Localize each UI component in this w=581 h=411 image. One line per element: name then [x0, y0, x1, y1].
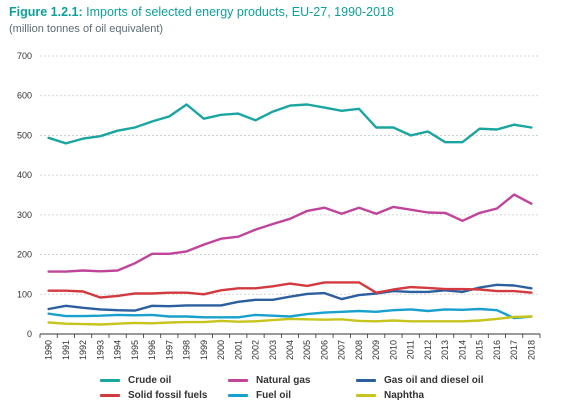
y-tick-label: 100	[17, 289, 32, 299]
x-tick-label: 2010	[388, 340, 398, 360]
chart-subtitle: (million tonnes of oil equivalent)	[9, 23, 164, 35]
figure-title: Imports of selected energy products, EU-…	[86, 5, 394, 19]
legend-label: Natural gas	[256, 375, 311, 386]
legend-label: Solid fossil fuels	[128, 390, 208, 401]
x-tick-label: 2011	[406, 340, 416, 359]
series-line-crude-oil	[47, 103, 533, 145]
x-tick-label: 2009	[371, 340, 381, 360]
legend-item: Naphtha	[356, 390, 424, 401]
x-tick-label: 2006	[319, 340, 329, 360]
x-tick-label: 1997	[164, 340, 174, 360]
x-tick-label: 1995	[130, 340, 140, 360]
legend-item: Gas oil and diesel oil	[356, 375, 483, 386]
legend-swatch	[356, 379, 376, 382]
chart-header: Figure 1.2.1: Imports of selected energy…	[9, 5, 394, 36]
x-tick-label: 1993	[95, 340, 105, 360]
x-tick-label: 2001	[233, 340, 243, 360]
legend-swatch	[228, 394, 248, 397]
y-tick-label: 0	[27, 329, 32, 339]
series-line-fuel-oil	[47, 307, 533, 320]
y-tick-label: 500	[17, 130, 32, 140]
y-tick-label: 400	[17, 170, 32, 180]
legend-swatch	[228, 379, 248, 382]
x-tick-label: 1999	[199, 340, 209, 360]
x-tick-label: 2004	[285, 340, 295, 360]
legend-item: Fuel oil	[228, 390, 291, 401]
x-tick-label: 1998	[182, 340, 192, 360]
series-line-naphtha	[47, 315, 533, 326]
series-line-solid-fossil-fuels	[47, 281, 533, 299]
legend-swatch	[356, 394, 376, 397]
legend-label: Gas oil and diesel oil	[384, 375, 484, 386]
legend-item: Natural gas	[228, 375, 310, 386]
figure-label: Figure 1.2.1:	[9, 5, 83, 19]
x-tick-label: 2003	[268, 340, 278, 360]
x-tick-label: 2002	[251, 340, 261, 360]
series-line-gas-oil-and-diesel-oil	[47, 283, 533, 312]
x-tick-label: 1991	[61, 340, 71, 360]
x-tick-label: 2007	[337, 340, 347, 360]
x-tick-label: 2005	[302, 340, 312, 360]
x-tick-label: 2000	[216, 340, 226, 360]
legend-label: Naphtha	[384, 390, 424, 401]
series-line-natural-gas	[47, 193, 533, 273]
x-tick-label: 1990	[44, 340, 54, 360]
legend-swatch	[100, 394, 120, 397]
y-tick-label: 200	[17, 250, 32, 260]
x-tick-label: 2013	[440, 340, 450, 360]
y-tick-label: 300	[17, 210, 32, 220]
x-tick-label: 2016	[492, 340, 502, 360]
legend-label: Fuel oil	[256, 390, 291, 401]
x-tick-label: 1992	[78, 340, 88, 360]
x-tick-label: 1994	[113, 340, 123, 360]
x-tick-label: 2008	[354, 340, 364, 360]
y-tick-label: 700	[17, 51, 32, 61]
line-chart: 0 100 200 300 400 500 600 700 1990 1991 1992 1993 19…	[17, 51, 541, 360]
x-tick-label: 2012	[423, 340, 433, 360]
legend-item: Crude oil	[100, 375, 171, 386]
legend-label: Crude oil	[128, 375, 172, 386]
x-tick-label: 2018	[526, 340, 536, 360]
legend-item: Solid fossil fuels	[100, 390, 207, 401]
x-tick-label: 2014	[457, 340, 467, 360]
x-tick-label: 1996	[147, 340, 157, 360]
x-tick-label: 2015	[475, 340, 485, 360]
y-tick-label: 600	[17, 91, 32, 101]
x-tick-label: 2017	[509, 340, 519, 360]
chart-title: Figure 1.2.1: Imports of selected energy…	[9, 5, 394, 20]
legend-swatch	[100, 379, 120, 382]
